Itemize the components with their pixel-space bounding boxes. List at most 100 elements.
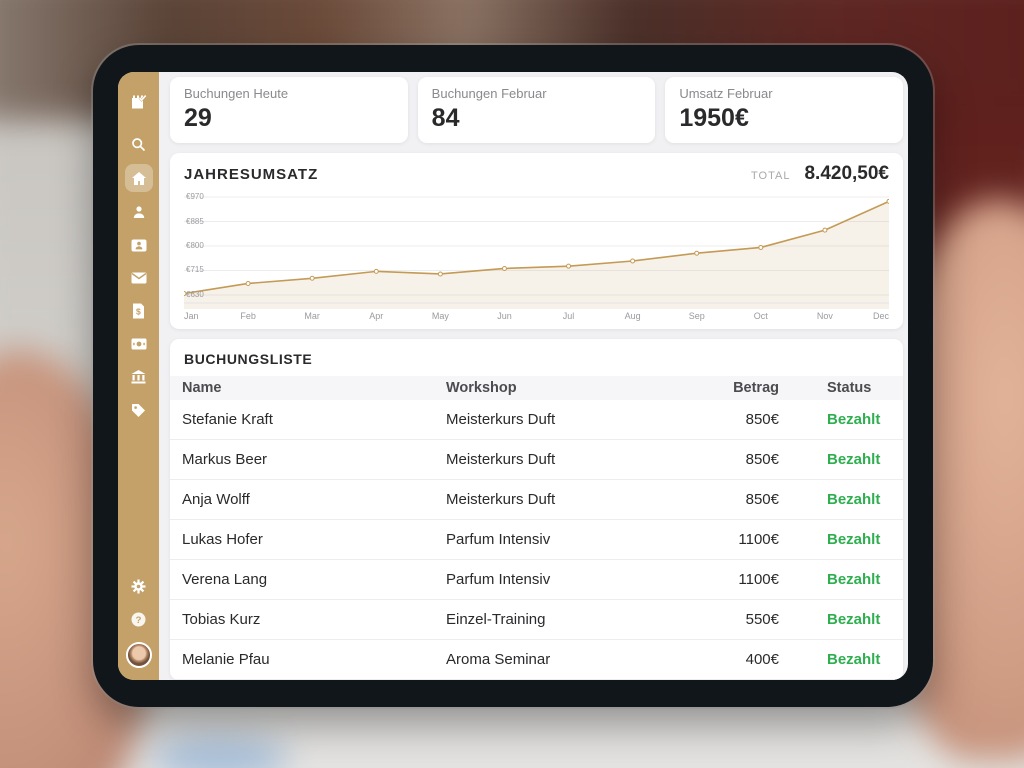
booking-amount: 550€: [745, 611, 779, 628]
table-row[interactable]: Lukas Hofer Parfum Intensiv 1100€ Bezahl…: [170, 520, 903, 560]
booking-workshop: Meisterkurs Duft: [446, 491, 556, 508]
chart-header: JAHRESUMSATZ TOTAL 8.420,50€: [184, 163, 889, 185]
booking-name: Lukas Hofer: [182, 531, 263, 548]
annual-revenue-chart-card: JAHRESUMSATZ TOTAL 8.420,50€ €970 €885 €80…: [170, 153, 903, 329]
column-header-status: Status: [827, 380, 872, 396]
table-row[interactable]: Stefanie Kraft Meisterkurs Duft 850€ Bez…: [170, 400, 903, 440]
x-tick-label: Sep: [688, 311, 705, 321]
stat-card-revenue-february: Umsatz Februar 1950€: [665, 77, 904, 143]
stat-value: 1950€: [679, 104, 749, 132]
booking-workshop: Parfum Intensiv: [446, 571, 551, 588]
bank-icon[interactable]: [126, 364, 152, 390]
booking-amount: 1100€: [738, 571, 779, 588]
x-tick-label: Jul: [562, 311, 575, 321]
column-header-betrag: Betrag: [733, 380, 779, 396]
total-label: TOTAL: [751, 170, 791, 182]
x-axis-labels: Jan Feb Mar Apr May Jun Jul Aug Sep Oct Nov Dec: [184, 311, 889, 323]
x-tick-label: Feb: [240, 311, 256, 321]
svg-text:$: $: [136, 307, 141, 317]
booking-name: Verena Lang: [182, 571, 268, 588]
table-body: Stefanie Kraft Meisterkurs Duft 850€ Bez…: [170, 400, 903, 680]
table-row[interactable]: Markus Beer Meisterkurs Duft 850€ Bezahl…: [170, 440, 903, 480]
x-tick-label: May: [431, 311, 449, 321]
contacts-icon[interactable]: [126, 232, 152, 258]
person-icon[interactable]: [126, 199, 152, 225]
y-tick-label: €885: [186, 216, 204, 226]
y-tick-label: €800: [186, 241, 204, 251]
column-header-workshop: Workshop: [446, 380, 517, 396]
column-header-name: Name: [182, 380, 222, 396]
chart-plot-area: €970 €885 €800 €715 €630: [184, 191, 889, 309]
background-blue-smudge: [150, 738, 290, 768]
total-value: 8.420,50€: [804, 163, 889, 184]
main-content: Buchungen Heute 29 Buchungen Februar 84 …: [159, 72, 908, 680]
stat-card-bookings-today: Buchungen Heute 29: [170, 77, 408, 143]
booking-workshop: Meisterkurs Duft: [446, 451, 556, 468]
stat-label: Buchungen Heute: [184, 86, 289, 101]
y-tick-label: €715: [186, 265, 204, 275]
booking-name: Anja Wolff: [182, 491, 250, 508]
table-row[interactable]: Tobias Kurz Einzel-Training 550€ Bezahlt: [170, 600, 903, 640]
booking-workshop: Aroma Seminar: [446, 651, 551, 668]
x-tick-label: Apr: [369, 311, 384, 321]
booking-workshop: Einzel-Training: [446, 611, 546, 628]
booking-status-badge: Bezahlt: [827, 411, 881, 428]
stat-card-bookings-february: Buchungen Februar 84: [417, 77, 656, 143]
stat-label: Umsatz Februar: [679, 86, 773, 101]
x-tick-label: Nov: [816, 311, 833, 321]
sidebar: $ ?: [118, 72, 159, 680]
table-row[interactable]: Anja Wolff Meisterkurs Duft 850€ Bezahlt: [170, 480, 903, 520]
invoice-icon[interactable]: $: [126, 298, 152, 324]
y-tick-label: €630: [186, 290, 204, 300]
booking-status-badge: Bezahlt: [827, 491, 881, 508]
user-avatar[interactable]: [125, 642, 152, 668]
stat-value: 29: [184, 104, 212, 132]
area-chart-svg: [184, 191, 889, 309]
booking-amount: 1100€: [738, 531, 779, 548]
x-tick-label: Jun: [497, 311, 512, 321]
booking-name: Tobias Kurz: [182, 611, 261, 628]
tag-icon[interactable]: [126, 397, 152, 423]
stat-label: Buchungen Februar: [431, 86, 547, 101]
x-tick-label: Oct: [753, 311, 768, 321]
bookings-table-card: BUCHUNGSLISTE Name Workshop Betrag Statu…: [170, 339, 903, 680]
x-tick-label: Aug: [624, 311, 641, 321]
table-row[interactable]: Melanie Pfau Aroma Seminar 400€ Bezahlt: [170, 640, 903, 680]
booking-name: Markus Beer: [182, 451, 268, 468]
x-tick-label: Jan: [184, 311, 199, 321]
booking-status-badge: Bezahlt: [827, 571, 881, 588]
booking-amount: 400€: [745, 651, 779, 668]
table-row[interactable]: Verena Lang Parfum Intensiv 1100€ Bezahl…: [170, 560, 903, 600]
booking-workshop: Parfum Intensiv: [446, 531, 551, 548]
money-icon[interactable]: [126, 331, 152, 357]
booking-status-badge: Bezahlt: [827, 531, 881, 548]
booking-amount: 850€: [745, 491, 779, 508]
search-icon[interactable]: [126, 131, 152, 157]
booking-name: Stefanie Kraft: [182, 411, 273, 428]
booking-logo-icon[interactable]: [126, 90, 152, 116]
x-tick-label: Dec: [872, 311, 889, 321]
booking-workshop: Meisterkurs Duft: [446, 411, 556, 428]
chart-title: JAHRESUMSATZ: [184, 166, 319, 183]
table-header-row: Name Workshop Betrag Status: [170, 376, 903, 400]
chart-total: TOTAL 8.420,50€: [751, 163, 889, 185]
help-icon[interactable]: ?: [126, 607, 152, 633]
home-icon[interactable]: [124, 164, 153, 192]
booking-name: Melanie Pfau: [182, 651, 270, 668]
app-screen: $ ?: [118, 72, 908, 680]
booking-amount: 850€: [745, 451, 779, 468]
booking-status-badge: Bezahlt: [827, 611, 881, 628]
stat-value: 84: [431, 104, 460, 132]
booking-amount: 850€: [745, 411, 779, 428]
svg-text:?: ?: [136, 615, 142, 626]
table-title: BUCHUNGSLISTE: [184, 351, 313, 367]
booking-status-badge: Bezahlt: [827, 451, 881, 468]
booking-status-badge: Bezahlt: [827, 651, 881, 668]
tablet-device: $ ?: [93, 45, 933, 707]
mail-icon[interactable]: [126, 265, 152, 291]
x-tick-label: Mar: [304, 311, 320, 321]
gear-icon[interactable]: [126, 574, 152, 600]
y-tick-label: €970: [186, 192, 204, 202]
stat-card-row: Buchungen Heute 29 Buchungen Februar 84 …: [170, 77, 904, 143]
